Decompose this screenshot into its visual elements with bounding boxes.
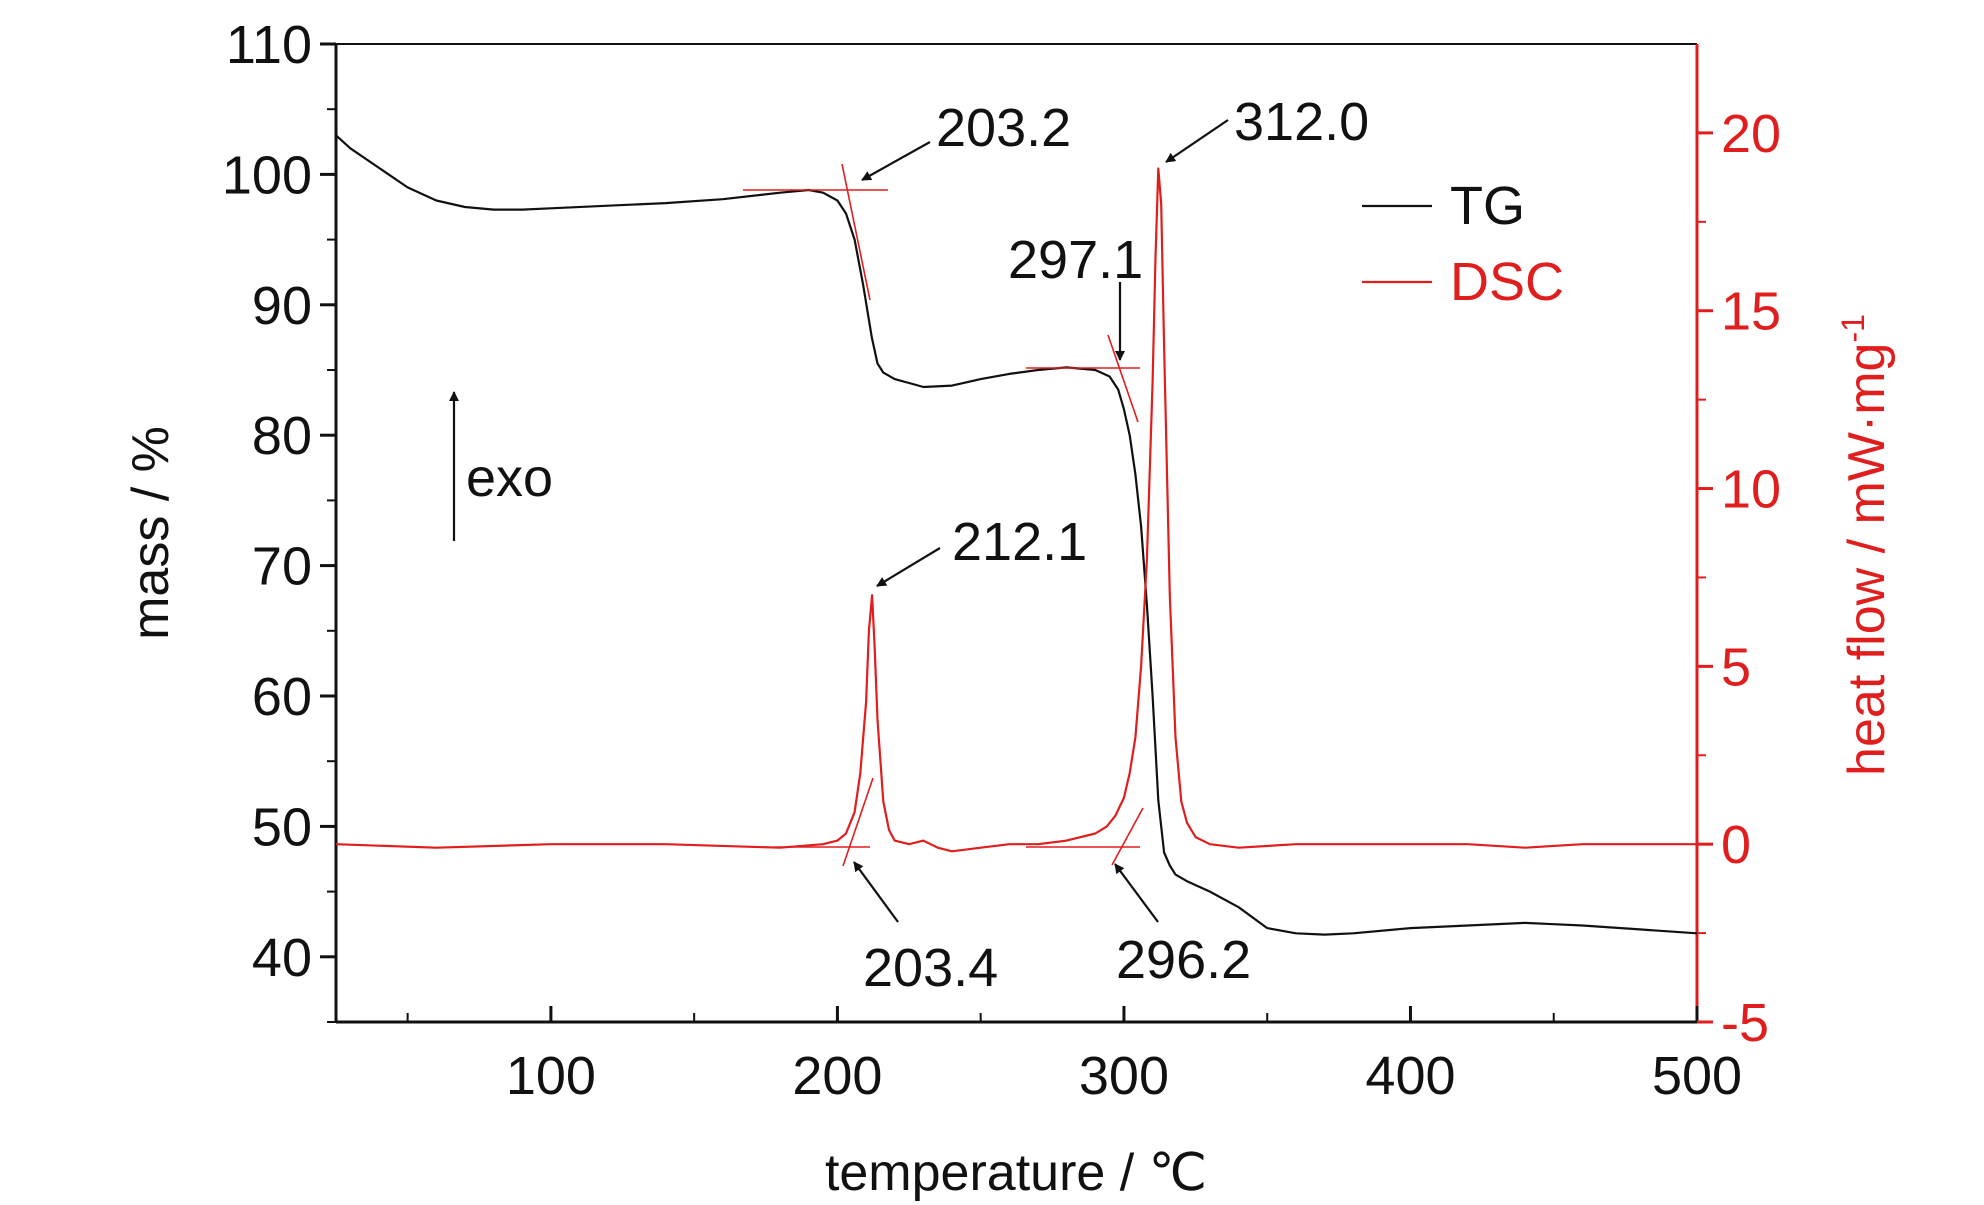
right-axis-title-sup: -1 xyxy=(1835,314,1871,342)
right-tick-label-0: 0 xyxy=(1721,815,1751,875)
right-axis-ticks: -5 0 5 10 15 20 xyxy=(1697,104,1781,1053)
left-tick-label-40: 40 xyxy=(252,928,312,988)
left-tick-label-60: 60 xyxy=(252,667,312,727)
left-tick-label-100: 100 xyxy=(222,145,312,205)
annotation-arrows xyxy=(449,119,1229,923)
left-tick-label-70: 70 xyxy=(252,537,312,597)
left-tick-label-90: 90 xyxy=(252,276,312,336)
right-tick-label-15: 15 xyxy=(1721,282,1781,342)
right-tick-label-20: 20 xyxy=(1721,104,1781,164)
annotation-212-1: 212.1 xyxy=(952,512,1087,572)
x-tick-label-300: 300 xyxy=(1079,1046,1169,1106)
x-tick-label-100: 100 xyxy=(506,1046,596,1106)
exo-label: exo xyxy=(466,448,553,508)
x-axis-title: temperature / ℃ xyxy=(825,1144,1207,1202)
right-tick-label--5: -5 xyxy=(1721,993,1769,1053)
annotation-203-2: 203.2 xyxy=(936,98,1071,158)
annotation-296-2: 296.2 xyxy=(1116,930,1251,990)
right-axis-title: heat flow / mW·mg-1 xyxy=(1835,314,1896,776)
right-tick-label-5: 5 xyxy=(1721,637,1751,697)
onset-construction-lines xyxy=(743,163,1144,867)
left-axis-title: mass / % xyxy=(122,426,180,640)
x-tick-label-200: 200 xyxy=(792,1046,882,1106)
annotation-297-1: 297.1 xyxy=(1008,230,1143,290)
legend-label-tg: TG xyxy=(1450,176,1525,236)
right-axis-title-main: heat flow / mW·mg xyxy=(1838,343,1896,776)
annotation-312-0: 312.0 xyxy=(1234,92,1369,152)
left-axis-ticks: 40 50 60 70 80 90 100 110 xyxy=(222,15,336,1023)
left-tick-label-110: 110 xyxy=(226,15,312,75)
x-tick-label-500: 500 xyxy=(1652,1046,1742,1106)
annotation-203-4: 203.4 xyxy=(863,938,998,998)
legend: TG DSC xyxy=(1362,176,1564,312)
left-tick-label-80: 80 xyxy=(252,406,312,466)
x-axis-ticks: 100 200 300 400 500 xyxy=(406,1006,1742,1106)
series-line-dsc xyxy=(335,167,1697,853)
series-line-tg xyxy=(335,134,1698,936)
legend-label-dsc: DSC xyxy=(1450,252,1564,312)
left-tick-label-50: 50 xyxy=(252,797,312,857)
right-tick-label-10: 10 xyxy=(1721,460,1781,520)
x-tick-label-400: 400 xyxy=(1365,1046,1455,1106)
